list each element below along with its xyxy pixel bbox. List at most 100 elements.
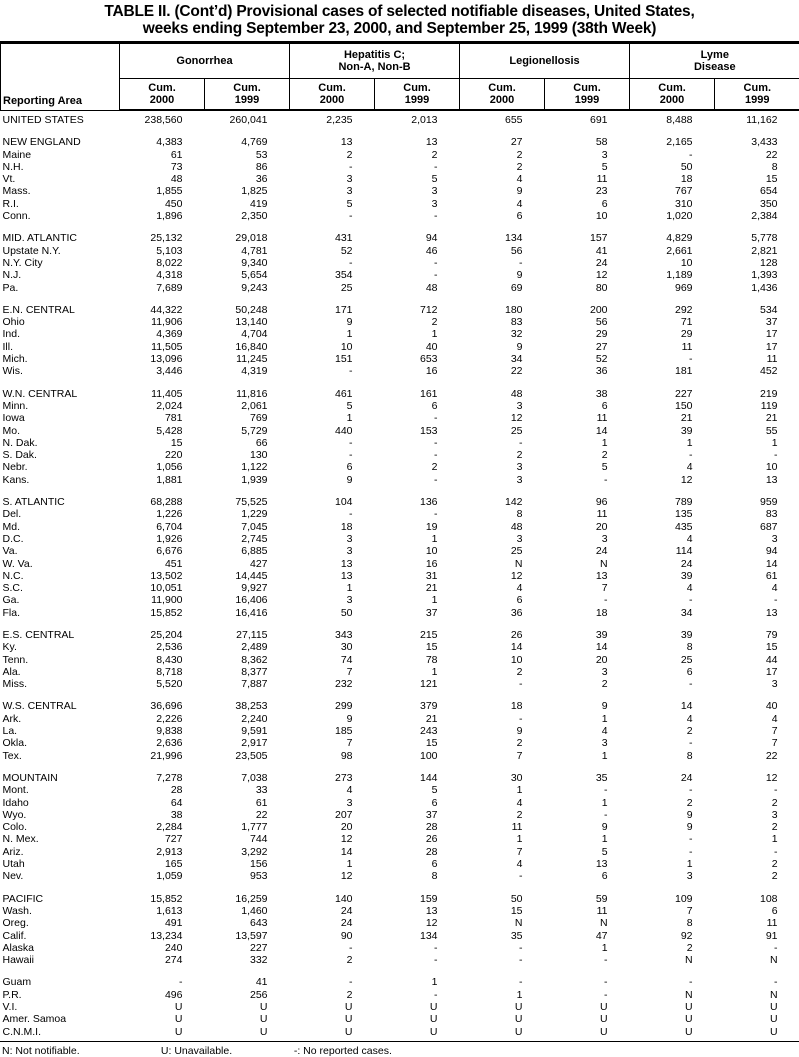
cell: 8,430	[120, 654, 205, 666]
row-label: E.S. CENTRAL	[1, 629, 120, 641]
cell: 9	[545, 821, 630, 833]
cell: 48	[460, 521, 545, 533]
cell: 7,689	[120, 282, 205, 294]
cell: U	[290, 1001, 375, 1013]
cell: 4,829	[630, 232, 715, 244]
cell: 3	[375, 198, 460, 210]
cell: 12	[375, 917, 460, 929]
cell: 3	[460, 461, 545, 473]
cell: 2,384	[715, 210, 799, 222]
cell: 19	[375, 521, 460, 533]
cell: -	[545, 976, 630, 988]
cell: 3	[545, 737, 630, 749]
cell: 2	[290, 149, 375, 161]
cell: 17	[715, 341, 799, 353]
cell: 2	[290, 989, 375, 1001]
spacer-cell	[1, 690, 799, 700]
cell: 2	[460, 666, 545, 678]
cell: 14	[460, 641, 545, 653]
cell: 2	[375, 316, 460, 328]
cell: 4	[460, 173, 545, 185]
row-label: Md.	[1, 521, 120, 533]
cell: 3	[460, 400, 545, 412]
cell: 5	[375, 784, 460, 796]
cell: -	[630, 353, 715, 365]
cell: 90	[290, 930, 375, 942]
row-label: Ark.	[1, 713, 120, 725]
spacer-cell	[1, 762, 799, 772]
footnote-not-notifiable: N: Not notifiable.	[2, 1045, 158, 1057]
row-label: Ky.	[1, 641, 120, 653]
cell: U	[375, 1001, 460, 1013]
cell: 769	[205, 412, 290, 424]
cell: U	[630, 1026, 715, 1038]
cell: 18	[545, 607, 630, 619]
cell: 9	[545, 700, 630, 712]
cell: 2,636	[120, 737, 205, 749]
cell: 8	[460, 508, 545, 520]
cell: 30	[290, 641, 375, 653]
cell: 11	[545, 412, 630, 424]
cell: 1	[715, 833, 799, 845]
cell: 35	[460, 930, 545, 942]
cell: 156	[205, 858, 290, 870]
row-label: W. Va.	[1, 558, 120, 570]
cell: 96	[545, 496, 630, 508]
row-label: S. ATLANTIC	[1, 496, 120, 508]
cell: 13	[715, 474, 799, 486]
cell: 181	[630, 365, 715, 377]
cell: -	[290, 976, 375, 988]
cell: 1,393	[715, 269, 799, 281]
cell: 343	[290, 629, 375, 641]
cell: 48	[120, 173, 205, 185]
row-label: D.C.	[1, 533, 120, 545]
cell: 16	[375, 558, 460, 570]
cell: 3	[715, 533, 799, 545]
cell: 75,525	[205, 496, 290, 508]
cell: 310	[630, 198, 715, 210]
cell: 28	[120, 784, 205, 796]
cell: 36	[205, 173, 290, 185]
cell: 419	[205, 198, 290, 210]
cell: 767	[630, 185, 715, 197]
row-label: Ariz.	[1, 846, 120, 858]
cell: 4	[630, 582, 715, 594]
cell: 16,416	[205, 607, 290, 619]
row-label: S.C.	[1, 582, 120, 594]
cell: 7	[715, 737, 799, 749]
cell: 1,436	[715, 282, 799, 294]
table-title-line1: TABLE II. (Cont’d) Provisional cases of …	[0, 3, 799, 20]
cell: 2	[460, 809, 545, 821]
cell: 2,913	[120, 846, 205, 858]
cell: N	[630, 954, 715, 966]
cell: 2	[715, 870, 799, 882]
cell: 21	[630, 412, 715, 424]
cell: 22	[715, 750, 799, 762]
cell: 34	[460, 353, 545, 365]
cell: 3,433	[715, 136, 799, 148]
cell: 180	[460, 304, 545, 316]
cell: 2,013	[375, 110, 460, 126]
cell: 59	[545, 893, 630, 905]
cell: 136	[375, 496, 460, 508]
row-label: Conn.	[1, 210, 120, 222]
cell: 12	[460, 570, 545, 582]
cell: 8	[630, 917, 715, 929]
row-label: P.R.	[1, 989, 120, 1001]
spacer-row	[1, 486, 799, 496]
cell: 9	[460, 269, 545, 281]
cell: 165	[120, 858, 205, 870]
cell: 1,777	[205, 821, 290, 833]
cell: 18	[630, 173, 715, 185]
cell: 215	[375, 629, 460, 641]
